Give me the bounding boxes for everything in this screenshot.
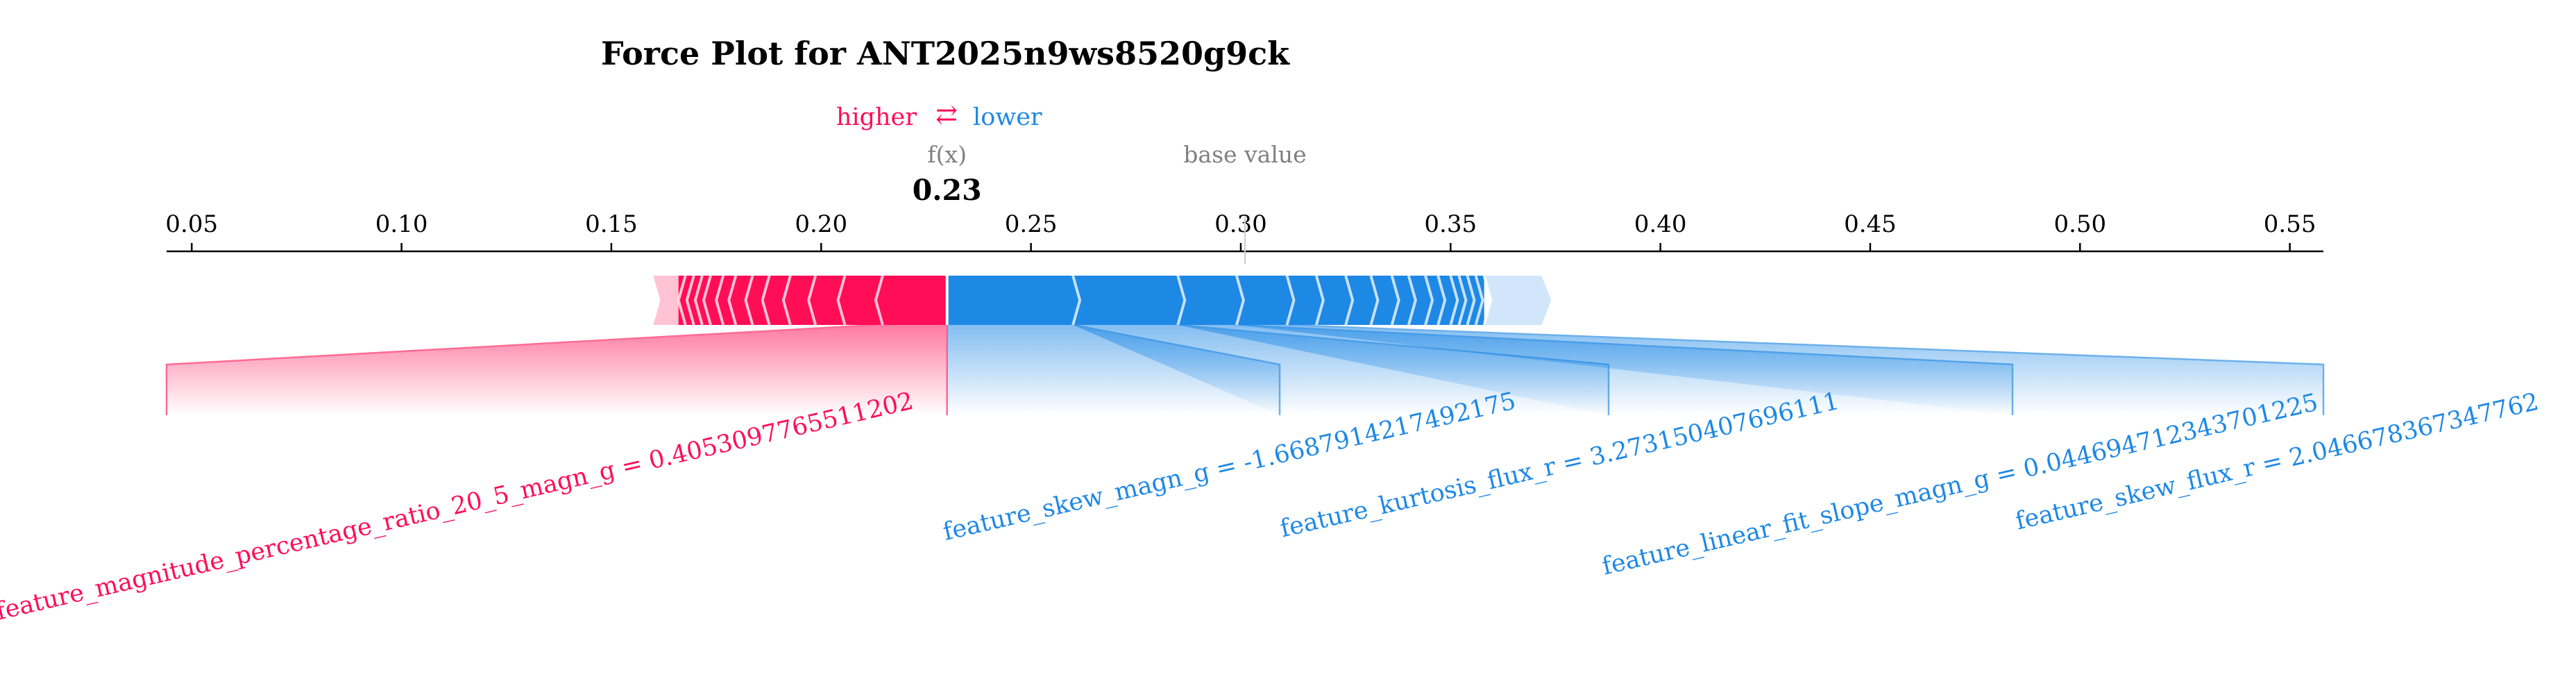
legend-lower: lower [973, 103, 1042, 131]
negative-feature-boundary [1466, 275, 1476, 326]
positive-feature-boundary [715, 275, 725, 326]
negative-feature-fill [947, 325, 1280, 415]
negative-feature-boundary [1390, 275, 1400, 326]
negative-tail [1484, 276, 1552, 325]
value-markers: base value f(x) 0.23 [913, 141, 1307, 264]
positive-feature-label: feature_magnitude_percentage_ratio_20_5_… [0, 387, 916, 626]
x-tick-label: 0.45 [1844, 210, 1897, 238]
negative-feature-boundary [1407, 275, 1417, 326]
negative-feature-boundary [1424, 275, 1434, 326]
chart-title: Force Plot for ANT2025n9ws8520g9ck [601, 35, 1290, 72]
negative-feature-boundary [1235, 275, 1245, 326]
fx-label: f(x) [927, 141, 967, 168]
x-tick-label: 0.25 [1005, 210, 1058, 238]
positive-feature-boundary [874, 275, 884, 326]
x-tick-label: 0.35 [1424, 210, 1477, 238]
negative-feature-boundary [1457, 275, 1468, 326]
negative-feature-boundary [1474, 275, 1484, 326]
negative-feature-fill [1073, 325, 1609, 415]
negative-feature-boundary [1482, 275, 1493, 326]
feature-labels: feature_magnitude_percentage_ratio_20_5_… [0, 387, 2541, 626]
explanation-fills [165, 324, 2325, 415]
x-tick-label: 0.20 [795, 210, 847, 238]
negative-feature-fill [1236, 325, 2323, 415]
positive-feature-connector [165, 324, 876, 415]
negative-feature-boundary [1449, 275, 1459, 326]
positive-feature-boundary [702, 275, 712, 326]
x-tick-label: 0.50 [2053, 210, 2106, 238]
x-tick-label: 0.30 [1214, 210, 1267, 238]
positive-feature-boundary [761, 275, 771, 326]
positive-feature-boundary [781, 275, 792, 326]
base-value-label: base value [1183, 141, 1306, 168]
negative-feature-boundary [1176, 275, 1187, 326]
x-tick-label: 0.10 [375, 210, 428, 238]
positive-feature-boundary [693, 275, 704, 326]
negative-feature-boundary [1314, 275, 1325, 326]
negative-feature-boundary [1285, 275, 1296, 326]
legend: higher ⇄ lower [836, 99, 1042, 131]
positive-feature-boundary [807, 275, 817, 326]
positive-feature-boundary [836, 275, 847, 326]
positive-feature-boundary [677, 275, 687, 326]
x-tick-label: 0.15 [585, 210, 638, 238]
negative-feature-connector [1287, 324, 2325, 415]
positive-tail [653, 276, 686, 325]
x-tick-label: 0.40 [1634, 210, 1687, 238]
positive-feature-boundary [744, 275, 754, 326]
negative-bar [947, 276, 1484, 325]
negative-feature-boundary [1344, 275, 1355, 326]
x-tick-label: 0.05 [165, 210, 218, 238]
negative-feature-boundary [1369, 275, 1380, 326]
positive-feature-boundary [727, 275, 738, 326]
negative-feature-fill [1178, 325, 2012, 415]
positive-feature-boundary [685, 275, 695, 326]
legend-arrow-icon: ⇄ [935, 99, 958, 130]
x-tick-label: 0.55 [2264, 210, 2316, 238]
force-bars [653, 275, 1552, 326]
x-axis: 0.05 0.10 0.15 0.20 0.25 0.30 0.35 0.40 0.45 0.50… [165, 210, 2323, 253]
negative-feature-boundary [1437, 275, 1447, 326]
legend-higher: higher [836, 103, 917, 131]
negative-feature-boundary [1071, 275, 1082, 326]
fx-value: 0.23 [913, 174, 982, 207]
positive-feature-fill [167, 325, 947, 415]
